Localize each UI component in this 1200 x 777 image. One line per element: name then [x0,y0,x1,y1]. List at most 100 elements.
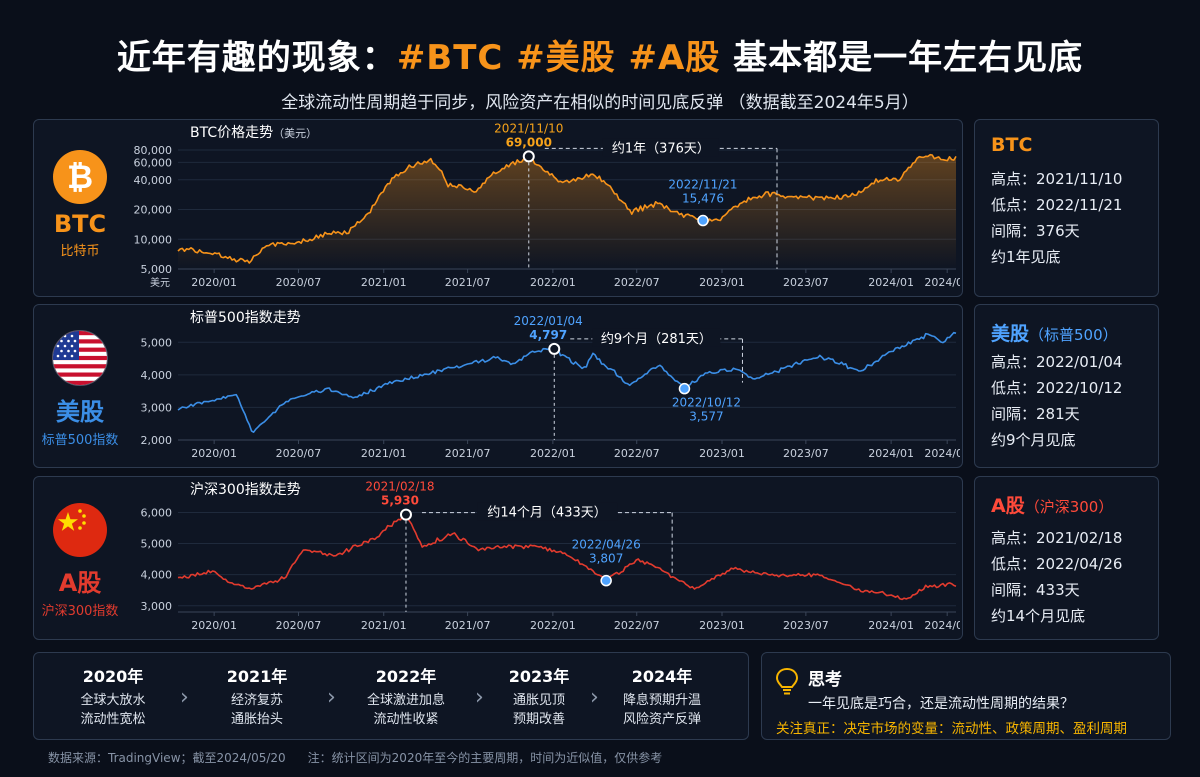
spx-info-gap: 间隔：281天 [991,405,1080,423]
high-point-marker [399,508,412,521]
high-value-label: 4,797 [529,328,567,342]
y-tick-label: 60,000 [134,156,173,169]
btc-series-line [177,153,957,264]
btc-label-block: ₿ BTC 比特币 [40,150,120,259]
x-tick-label: 2021/01 [361,447,407,460]
csi-subname: 沪深300指数 [41,604,119,619]
csi-info-conclusion: 约14个月见底 [991,607,1086,625]
low-value-label: 3,807 [589,552,623,566]
x-tick-label: 2021/01 [361,619,407,632]
btc-info-title-main: BTC [991,134,1033,156]
csi-info-high: 高点：2021/02/18 [991,529,1123,547]
x-tick-label: 2024/05 [924,619,960,632]
timeline-line-2: 流动性宽松 [80,712,146,727]
timeline-item-2023: 2023年 通胀见顶 预期改善 [474,663,604,729]
spx-info-title: 美股（标普500） [991,319,1118,346]
timeline-line-2: 通胀抬头 [230,712,283,727]
x-tick-label: 2021/07 [445,619,491,632]
high-point-marker [548,342,561,355]
x-tick-label: 2023/01 [699,276,745,289]
timeline-line-2: 风险资产反弹 [622,712,701,727]
x-tick-label: 2023/07 [783,276,829,289]
y-tick-label: 40,000 [134,174,173,187]
y-tick-label: 80,000 [134,144,173,157]
btc-price-area [178,154,956,269]
x-tick-label: 2022/07 [614,619,660,632]
x-tick-label: 2021/07 [445,276,491,289]
low-value-label: 3,577 [689,410,723,424]
spx-name: 美股 [56,398,104,426]
btc-info-box: BTC 高点：2021/11/10 低点：2022/11/21 间隔：376天 … [974,119,1159,297]
x-tick-label: 2022/07 [614,276,660,289]
spx-info-box: 美股（标普500） 高点：2022/01/04 低点：2022/10/12 间隔… [974,304,1159,468]
think-title: 思考 [808,670,842,690]
x-tick-label: 2020/07 [276,447,322,460]
high-date-label: 2021/11/10 [494,121,563,135]
timeline-line-1: 降息预期升温 [622,693,701,708]
btc-info-high: 高点：2021/11/10 [991,170,1123,188]
timeline-year: 2020年 [82,667,144,686]
btc-info-title: BTC [991,134,1032,156]
x-tick-label: 2024/01 [868,447,914,460]
x-tick-label: 2021/07 [445,447,491,460]
low-date-label: 2022/10/12 [672,396,741,410]
gap-label-bg [602,138,719,157]
btc-info-gap: 间隔：376天 [991,222,1080,240]
y-axis-unit: 美元 [150,276,170,289]
csi-name: A股 [58,569,102,597]
spx-subname: 标普500指数 [41,433,119,448]
timeline-line-2: 预期改善 [512,712,565,727]
gap-label-bg [592,328,721,347]
x-tick-label: 2020/01 [191,276,237,289]
footer-source: 数据来源：TradingView；截至2024/05/20 [48,751,286,765]
page-subtitle: 全球流动性周期趋于同步，风险资产在相似的时间见底反弹 （数据截至2024年5月） [281,93,919,113]
spx-panel [33,304,963,468]
x-tick-label: 2022/01 [530,276,576,289]
spx-info-high: 高点：2022/01/04 [991,353,1123,371]
x-tick-label: 2024/05 [924,447,960,460]
btc-info-conclusion: 约1年见底 [991,248,1061,266]
timeline-year: 2022年 [375,667,437,686]
timeline-year: 2021年 [226,667,288,686]
gap-label: 约9个月（281天） [601,332,712,347]
x-tick-label: 2024/01 [868,619,914,632]
y-tick-label: 10,000 [134,233,173,246]
chart-title: 标普500指数走势 [190,310,301,326]
y-tick-label: 3,000 [141,600,173,613]
chart-title: BTC价格走势（美元） [190,125,317,141]
csi-series-line [177,513,957,601]
x-tick-label: 2022/01 [530,619,576,632]
low-date-label: 2022/11/21 [668,178,737,192]
gap-label: 约14个月（433天） [487,506,606,521]
timeline-line-1: 全球激进加息 [366,693,445,708]
x-tick-label: 2023/01 [699,619,745,632]
low-date-label: 2022/04/26 [572,538,641,552]
timeline-item-2024: 2024年 降息预期升温 风险资产反弹 [597,663,727,729]
timeline-line-1: 全球大放水 [80,693,146,708]
x-tick-label: 2023/07 [783,447,829,460]
timeline-item-2021: 2021年 经济复苏 通胀抬头 [192,663,322,729]
x-tick-label: 2021/01 [361,276,407,289]
timeline-line-2: 流动性收紧 [373,712,439,727]
x-tick-label: 2023/01 [699,447,745,460]
china-flag-icon [53,503,107,557]
chevron-right-icon: › [180,685,189,710]
timeline: 2020年 全球大放水 流动性宽松 › 2021年 经济复苏 通胀抬头 › 20… [33,652,749,740]
y-tick-label: 2,000 [141,434,173,447]
bitcoin-icon: ₿ [53,150,107,204]
csi-label-block: A股 沪深300指数 [38,503,122,619]
x-tick-label: 2020/01 [191,619,237,632]
x-tick-label: 2024/05 [924,276,960,289]
y-tick-label: 4,000 [141,369,173,382]
page-title: 近年有趣的现象：#BTC #美股 #A股 基本都是一年左右见底 [0,30,1200,79]
x-tick-label: 2020/07 [276,276,322,289]
gap-label-bg [477,502,618,521]
lightbulb-icon [774,667,800,701]
chart-title-unit: （美元） [273,127,317,140]
x-tick-label: 2024/01 [868,276,914,289]
high-point-marker [522,150,535,163]
spx-info-conclusion: 约9个月见底 [991,431,1076,449]
us-flag-icon [52,330,108,386]
low-value-label: 15,476 [682,192,724,206]
